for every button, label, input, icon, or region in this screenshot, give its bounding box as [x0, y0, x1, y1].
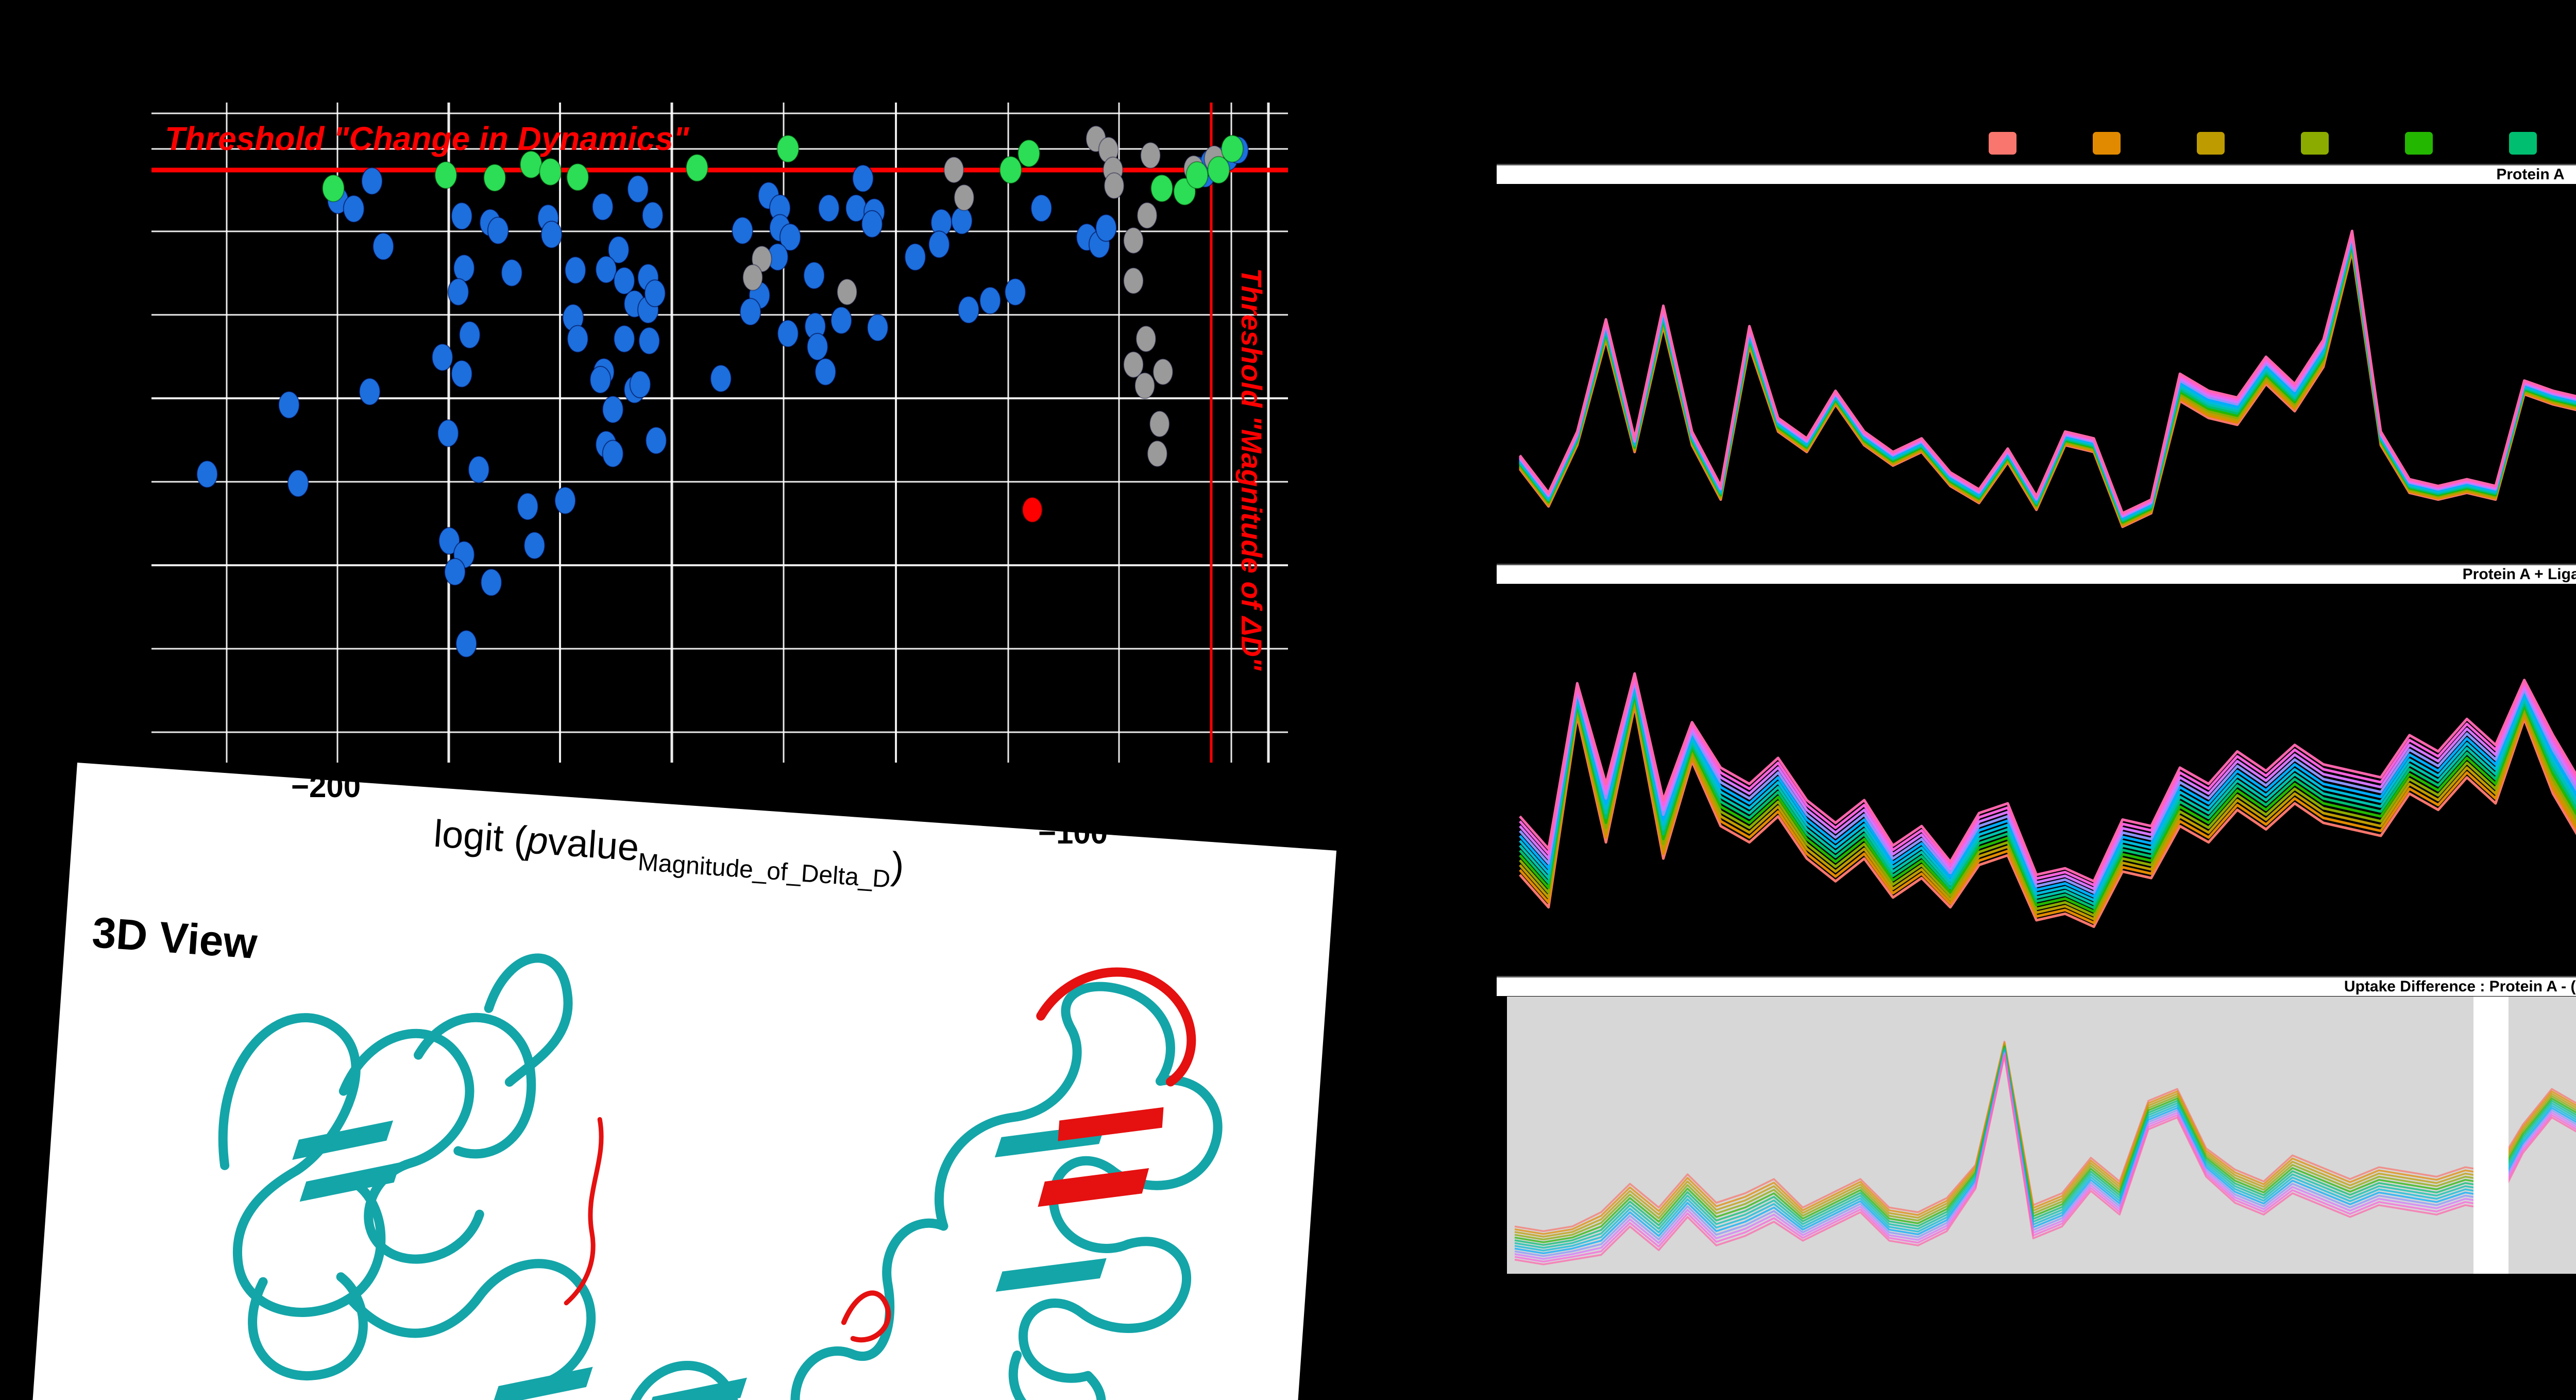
legend-swatch-2[interactable]	[2093, 132, 2121, 155]
timepoint-legend	[1989, 132, 2576, 155]
x-axis-tick--200: −200	[291, 769, 361, 804]
panel-titlebar-protein-a-ligand: Protein A + Ligand	[1497, 564, 2576, 584]
volcano-threshold-label: Threshold "Change in Dynamics"	[165, 120, 689, 157]
legend-swatch-5[interactable]	[2405, 132, 2433, 155]
protein-ribbon-3d[interactable]	[27, 763, 1336, 1400]
panel-titlebar-uptake-difference: Uptake Difference : Protein A - (Protein…	[1497, 976, 2576, 996]
chart-uptake-difference[interactable]	[1507, 997, 2576, 1274]
panel-title-uptake-difference: Uptake Difference : Protein A - (Protein…	[2344, 978, 2576, 995]
structure-3d-card: logit (pvalueMagnitude_of_Delta_D) 3D Vi…	[27, 763, 1337, 1400]
volcano-plot[interactable]	[151, 103, 1288, 763]
volcano-scatter-points	[196, 125, 1249, 658]
chart-protein-a[interactable]	[1497, 182, 2576, 565]
panel-titlebar-protein-a: Protein A	[1497, 164, 2576, 184]
legend-swatch-3[interactable]	[2197, 132, 2225, 155]
panel-title-protein-a: Protein A	[2496, 166, 2565, 183]
legend-swatch-6[interactable]	[2509, 132, 2537, 155]
legend-swatch-1[interactable]	[1989, 132, 2016, 155]
panel-title-protein-a-ligand: Protein A + Ligand	[2462, 566, 2576, 583]
chart-protein-a-ligand[interactable]	[1497, 582, 2576, 976]
volcano-gridlines	[151, 103, 1288, 763]
x-axis-tick--100: −100	[1038, 816, 1108, 850]
volcano-side-threshold-label: Threshold "Magnitude of ΔD"	[1235, 268, 1268, 671]
legend-swatch-4[interactable]	[2301, 132, 2329, 155]
